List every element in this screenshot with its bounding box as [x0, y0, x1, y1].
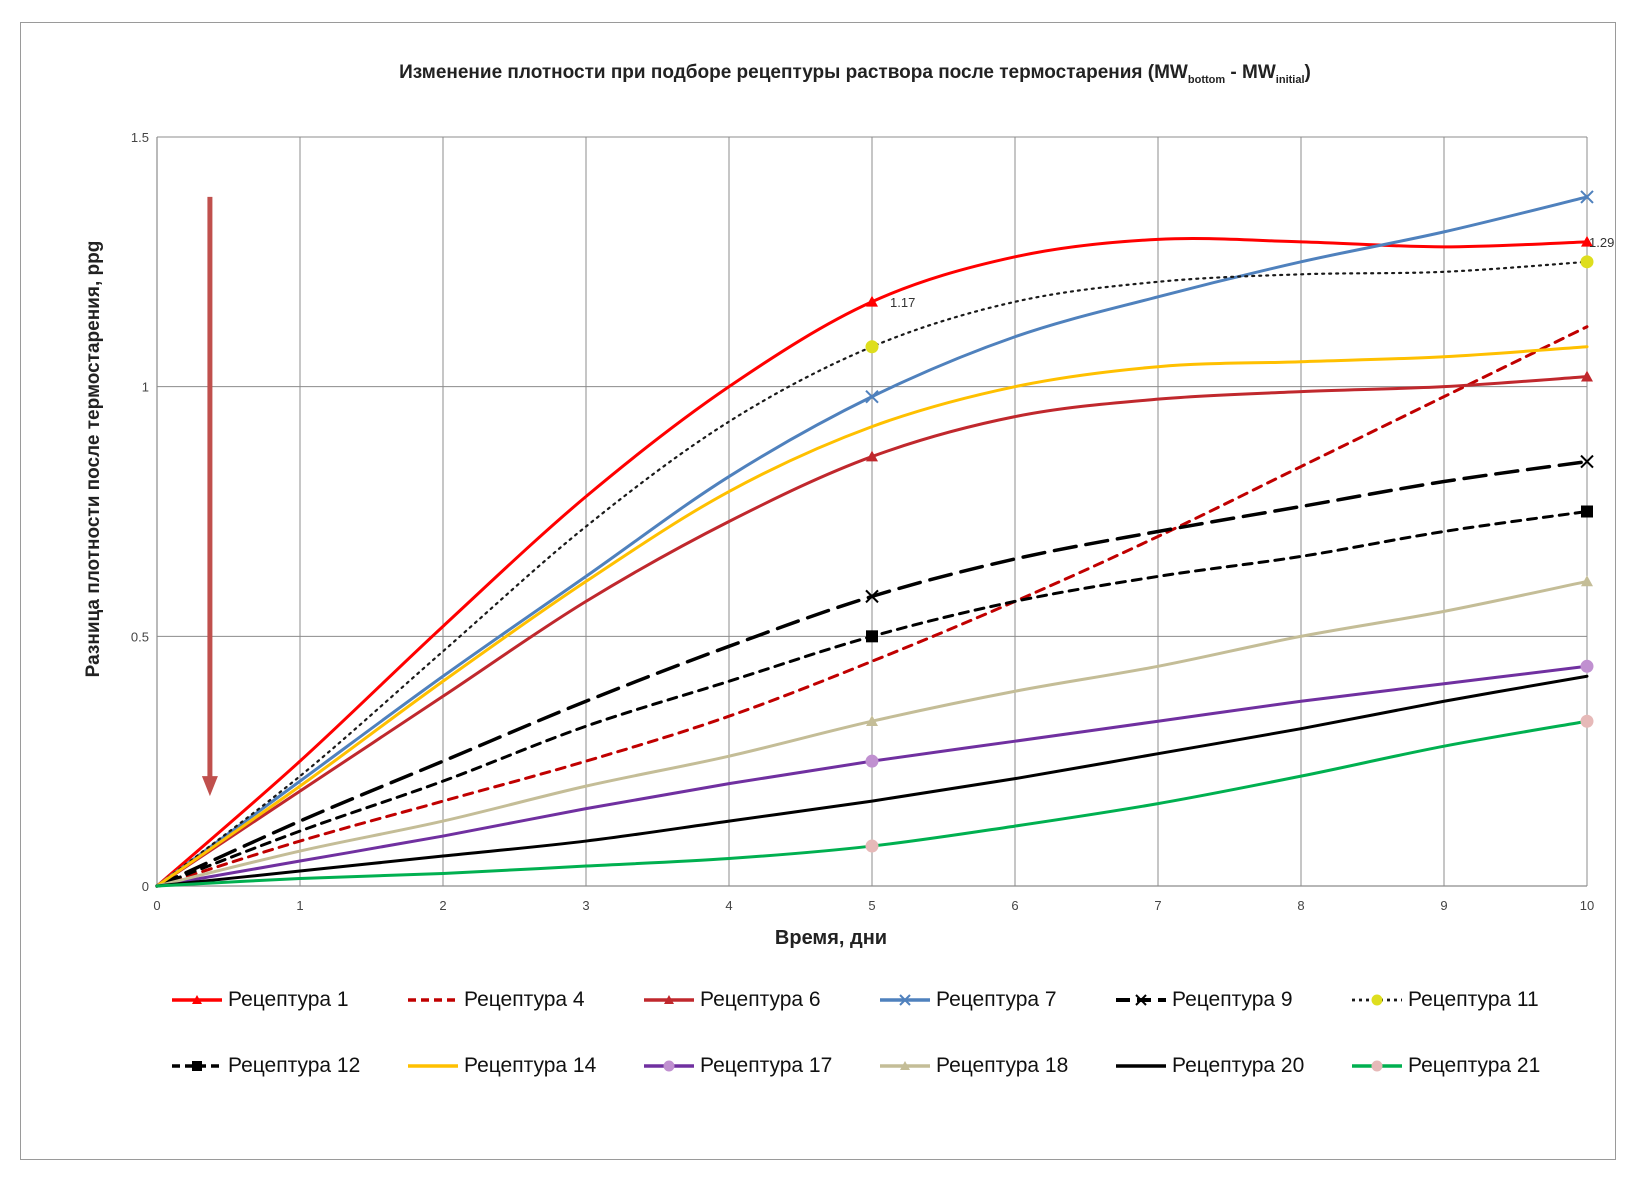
x-tick-label: 9: [1440, 898, 1447, 913]
legend-swatch: [1116, 1064, 1166, 1068]
series-1-point: [1581, 235, 1593, 247]
series-1-point: [866, 295, 878, 307]
x-tick-label: 10: [1580, 898, 1594, 913]
x-axis-label: Время, дни: [775, 927, 887, 949]
x-tick-label: 0: [153, 898, 160, 913]
series-6-point: [1580, 255, 1594, 269]
y-tick-label: 1: [142, 380, 149, 395]
legend-label: Рецептура 21: [1408, 1054, 1541, 1077]
series-12-line: [155, 719, 1589, 888]
series-9-point: [865, 754, 879, 768]
series-6-point: [865, 340, 879, 354]
x-tick-label: 5: [868, 898, 875, 913]
series-4-line: [155, 195, 1589, 888]
legend-swatch: [1352, 994, 1402, 1006]
legend-label: Рецептура 12: [228, 1054, 361, 1077]
legend-item: Рецептура 6: [642, 985, 821, 1015]
series-3-point: [866, 450, 878, 462]
series-7-point: [1581, 505, 1593, 518]
series-5-point: [1580, 454, 1594, 469]
series-10-point: [1581, 575, 1593, 587]
legend-label: Рецептура 7: [936, 988, 1057, 1011]
series-5-point: [865, 589, 879, 604]
data-label: 1.29: [1589, 235, 1614, 250]
series-12-point: [1580, 714, 1594, 728]
legend-swatch: [408, 1064, 458, 1068]
y-tick-label: 0.5: [131, 629, 149, 644]
series-3-point: [1581, 370, 1593, 382]
legend-label: Рецептура 14: [464, 1054, 597, 1077]
legend-label: Рецептура 1: [228, 988, 349, 1011]
legend-item: Рецептура 18: [878, 1051, 1068, 1081]
legend-swatch: [644, 1060, 694, 1072]
x-tick-label: 6: [1011, 898, 1018, 913]
data-label: 1.17: [890, 295, 915, 310]
legend-label: Рецептура 17: [700, 1054, 833, 1077]
legend-swatch: [880, 1061, 930, 1070]
legend-swatch: [408, 998, 458, 1002]
chart-frame: [20, 22, 1616, 1160]
series-1-line: [155, 237, 1589, 888]
legend-swatch: [172, 995, 222, 1004]
y-tick-label: 0: [142, 879, 149, 894]
x-tick-label: 4: [725, 898, 732, 913]
x-tick-label: 3: [582, 898, 589, 913]
x-tick-label: 8: [1297, 898, 1304, 913]
legend-label: Рецептура 20: [1172, 1054, 1305, 1077]
x-tick-label: 1: [296, 898, 303, 913]
x-tick-label: 7: [1154, 898, 1161, 913]
legend-item: Рецептура 14: [406, 1051, 596, 1081]
legend: Рецептура 1 Рецептура 4 Рецептура 6 Рецепту…: [170, 985, 1570, 1135]
legend-swatch: [1352, 1060, 1402, 1072]
axes: 0 1 2 3 4 5 6 7 8 9 10 0 0.5 1 1.5: [131, 130, 1594, 913]
legend-label: Рецептура 11: [1408, 988, 1539, 1011]
legend-label: Рецептура 4: [464, 988, 585, 1011]
legend-item: Рецептура 11: [1350, 985, 1539, 1015]
series-3-line: [155, 375, 1589, 888]
legend-item: Рецептура 7: [878, 985, 1057, 1015]
legend-swatch: [1116, 994, 1166, 1006]
legend-label: Рецептура 6: [700, 988, 821, 1011]
legend-item: Рецептура 1: [170, 985, 349, 1015]
legend-item: Рецептура 4: [406, 985, 585, 1015]
down-arrow-head: [201, 776, 218, 797]
series-6-line: [155, 260, 1589, 888]
legend-swatch: [644, 995, 694, 1004]
series-4-point: [865, 389, 879, 404]
y-tick-label: 1.5: [131, 130, 149, 145]
legend-item: Рецептура 21: [1350, 1051, 1540, 1081]
grid: [157, 136, 1588, 886]
series-10-point: [866, 715, 878, 727]
legend-item: Рецептура 9: [1114, 985, 1293, 1015]
legend-item: Рецептура 20: [1114, 1051, 1304, 1081]
legend-item: Рецептура 12: [170, 1051, 360, 1081]
series-11-line: [155, 674, 1589, 888]
legend-label: Рецептура 9: [1172, 988, 1293, 1011]
series-8-line: [155, 345, 1589, 888]
series-7-point: [866, 630, 878, 643]
legend-label: Рецептура 18: [936, 1054, 1069, 1077]
marker-layer: [865, 190, 1594, 853]
chart-title: Изменение плотности при подборе рецептур…: [399, 62, 1311, 86]
legend-swatch: [172, 1061, 222, 1071]
y-axis-label: Разница плотности после термостарения, p…: [83, 241, 104, 678]
series-4-point: [1580, 190, 1594, 204]
series-12-point: [865, 839, 879, 853]
legend-swatch: [880, 994, 930, 1006]
legend-item: Рецептура 17: [642, 1051, 832, 1081]
x-tick-label: 2: [439, 898, 446, 913]
series-9-point: [1580, 659, 1594, 673]
series-2-line: [155, 325, 1589, 888]
annotation-layer: 1.17 1.29: [201, 196, 1614, 797]
